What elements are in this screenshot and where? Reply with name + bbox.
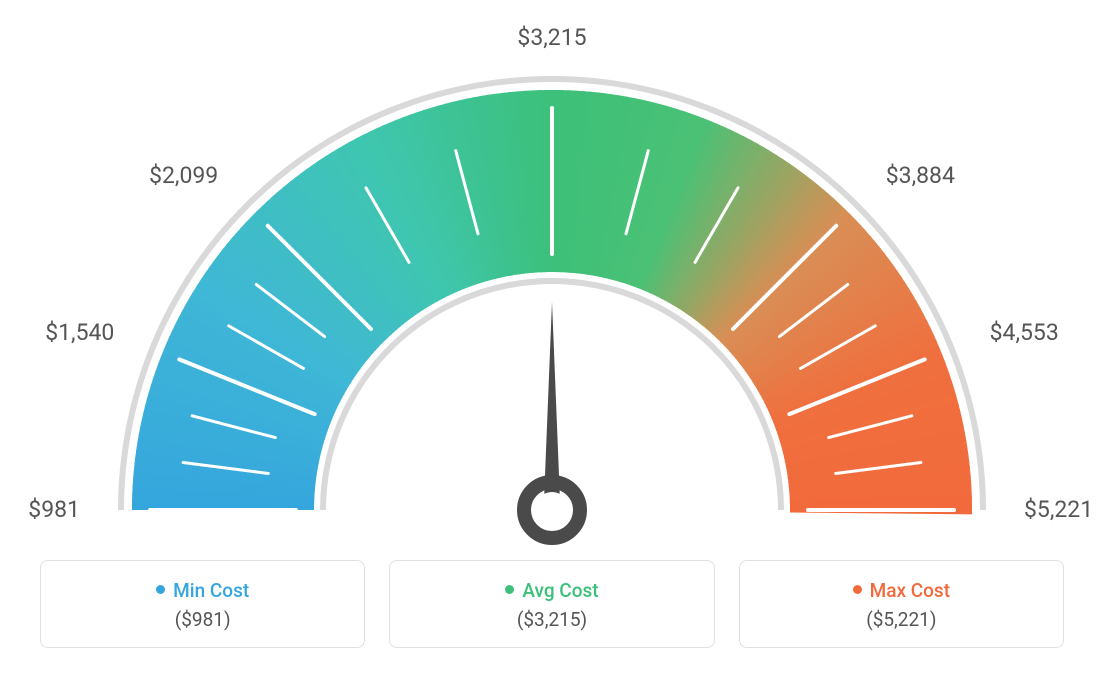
svg-text:$5,221: $5,221 [1024,496,1093,523]
cost-gauge: $981 $1,540 $2,099 $3,215 $3,884 $4,553 $5,221 [0,0,1104,560]
svg-text:$4,553: $4,553 [990,319,1059,346]
dot-icon-max [853,585,862,594]
legend-label-max: Max Cost [750,579,1053,602]
dot-icon-min [156,585,165,594]
legend-label-avg: Avg Cost [400,579,703,602]
svg-text:$3,884: $3,884 [886,162,955,189]
svg-text:$2,099: $2,099 [149,162,218,189]
svg-text:$981: $981 [28,496,80,523]
legend-value-avg: ($3,215) [400,608,703,631]
legend-value-min: ($981) [51,608,354,631]
legend-label-min: Min Cost [51,579,354,602]
legend-value-max: ($5,221) [750,608,1053,631]
gauge-svg: $981 $1,540 $2,099 $3,215 $3,884 $4,553 $5,221 [0,0,1104,560]
legend-label-max-text: Max Cost [870,579,950,602]
svg-text:$1,540: $1,540 [45,319,114,346]
legend-card-max: Max Cost ($5,221) [739,560,1064,648]
legend-label-min-text: Min Cost [173,579,249,602]
legend-label-avg-text: Avg Cost [522,579,598,602]
legend-row: Min Cost ($981) Avg Cost ($3,215) Max Co… [0,560,1104,648]
svg-text:$3,215: $3,215 [517,24,586,51]
dot-icon-avg [505,585,514,594]
legend-card-avg: Avg Cost ($3,215) [389,560,714,648]
legend-card-min: Min Cost ($981) [40,560,365,648]
